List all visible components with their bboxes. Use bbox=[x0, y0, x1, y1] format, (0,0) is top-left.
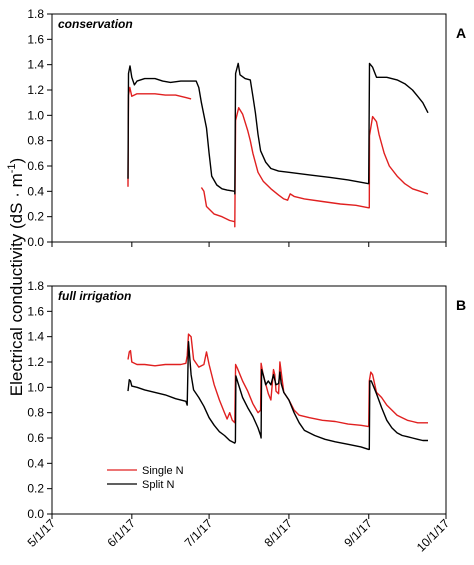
panel-letter: A bbox=[456, 25, 466, 41]
y-tick-label: 1.8 bbox=[27, 279, 44, 293]
y-tick-label: 1.0 bbox=[27, 108, 44, 122]
y-tick-label: 1.6 bbox=[27, 32, 44, 46]
y-tick-label: 1.6 bbox=[27, 304, 44, 318]
y-tick-label: 1.2 bbox=[27, 83, 44, 97]
y-tick-label: 0.0 bbox=[27, 235, 44, 249]
y-tick-label: 0.8 bbox=[27, 406, 44, 420]
series-line-single-n bbox=[200, 106, 429, 228]
series-line-split-n bbox=[127, 62, 429, 195]
y-axis-label: Electrical conductivity (dS · m-1) bbox=[6, 158, 26, 396]
y-tick-label: 0.2 bbox=[27, 482, 44, 496]
y-tick-label: 0.2 bbox=[27, 210, 44, 224]
y-tick-label: 1.4 bbox=[27, 58, 44, 72]
y-tick-label: 1.8 bbox=[27, 7, 44, 21]
panel-letter: B bbox=[456, 297, 466, 313]
panel-conservation: 0.0 0.2 0.4 0.6 0.8 1.0 1.2 1.4 1.6 1.8 conservati… bbox=[27, 7, 466, 249]
x-tick-label: 9/1/17 bbox=[341, 516, 375, 550]
y-axis-label-sup: -1 bbox=[6, 163, 18, 173]
panel-title: full irrigation bbox=[58, 289, 131, 303]
x-tick-label: 8/1/17 bbox=[262, 516, 296, 550]
y-tick-label: 1.4 bbox=[27, 330, 44, 344]
x-tick-label: 5/1/17 bbox=[25, 516, 59, 550]
y-tick-label: 0.0 bbox=[27, 507, 44, 521]
y-tick-label: 1.0 bbox=[27, 380, 44, 394]
legend-split-n-label: Split N bbox=[142, 479, 174, 491]
y-tick-label: 0.6 bbox=[27, 431, 44, 445]
x-tick-label: 7/1/17 bbox=[182, 516, 216, 550]
series-line-single-n bbox=[127, 333, 428, 428]
y-tick-label: 0.6 bbox=[27, 159, 44, 173]
y-tick-label: 0.8 bbox=[27, 134, 44, 148]
panel-title: conservation bbox=[58, 17, 133, 31]
legend: Single N Split N bbox=[107, 465, 184, 491]
y-axis-label-main: Electrical conductivity (dS · m bbox=[7, 173, 26, 396]
panel-full-irrigation: 0.0 0.2 0.4 0.6 0.8 1.0 1.2 1.4 1.6 1.8 5/1/17 6/1/… bbox=[25, 279, 467, 554]
y-tick-label: 1.2 bbox=[27, 355, 44, 369]
plot-frame bbox=[51, 285, 447, 515]
y-tick-label: 0.4 bbox=[27, 184, 44, 198]
plot-frame bbox=[51, 13, 447, 243]
y-axis-label-close: ) bbox=[7, 158, 26, 164]
series-line-single-n bbox=[127, 86, 192, 188]
x-tick-label: 10/1/17 bbox=[414, 516, 452, 554]
y-tick-label: 0.4 bbox=[27, 456, 44, 470]
series-line-split-n bbox=[127, 341, 428, 451]
x-tick-label: 6/1/17 bbox=[104, 516, 138, 550]
legend-single-n-label: Single N bbox=[142, 465, 184, 477]
